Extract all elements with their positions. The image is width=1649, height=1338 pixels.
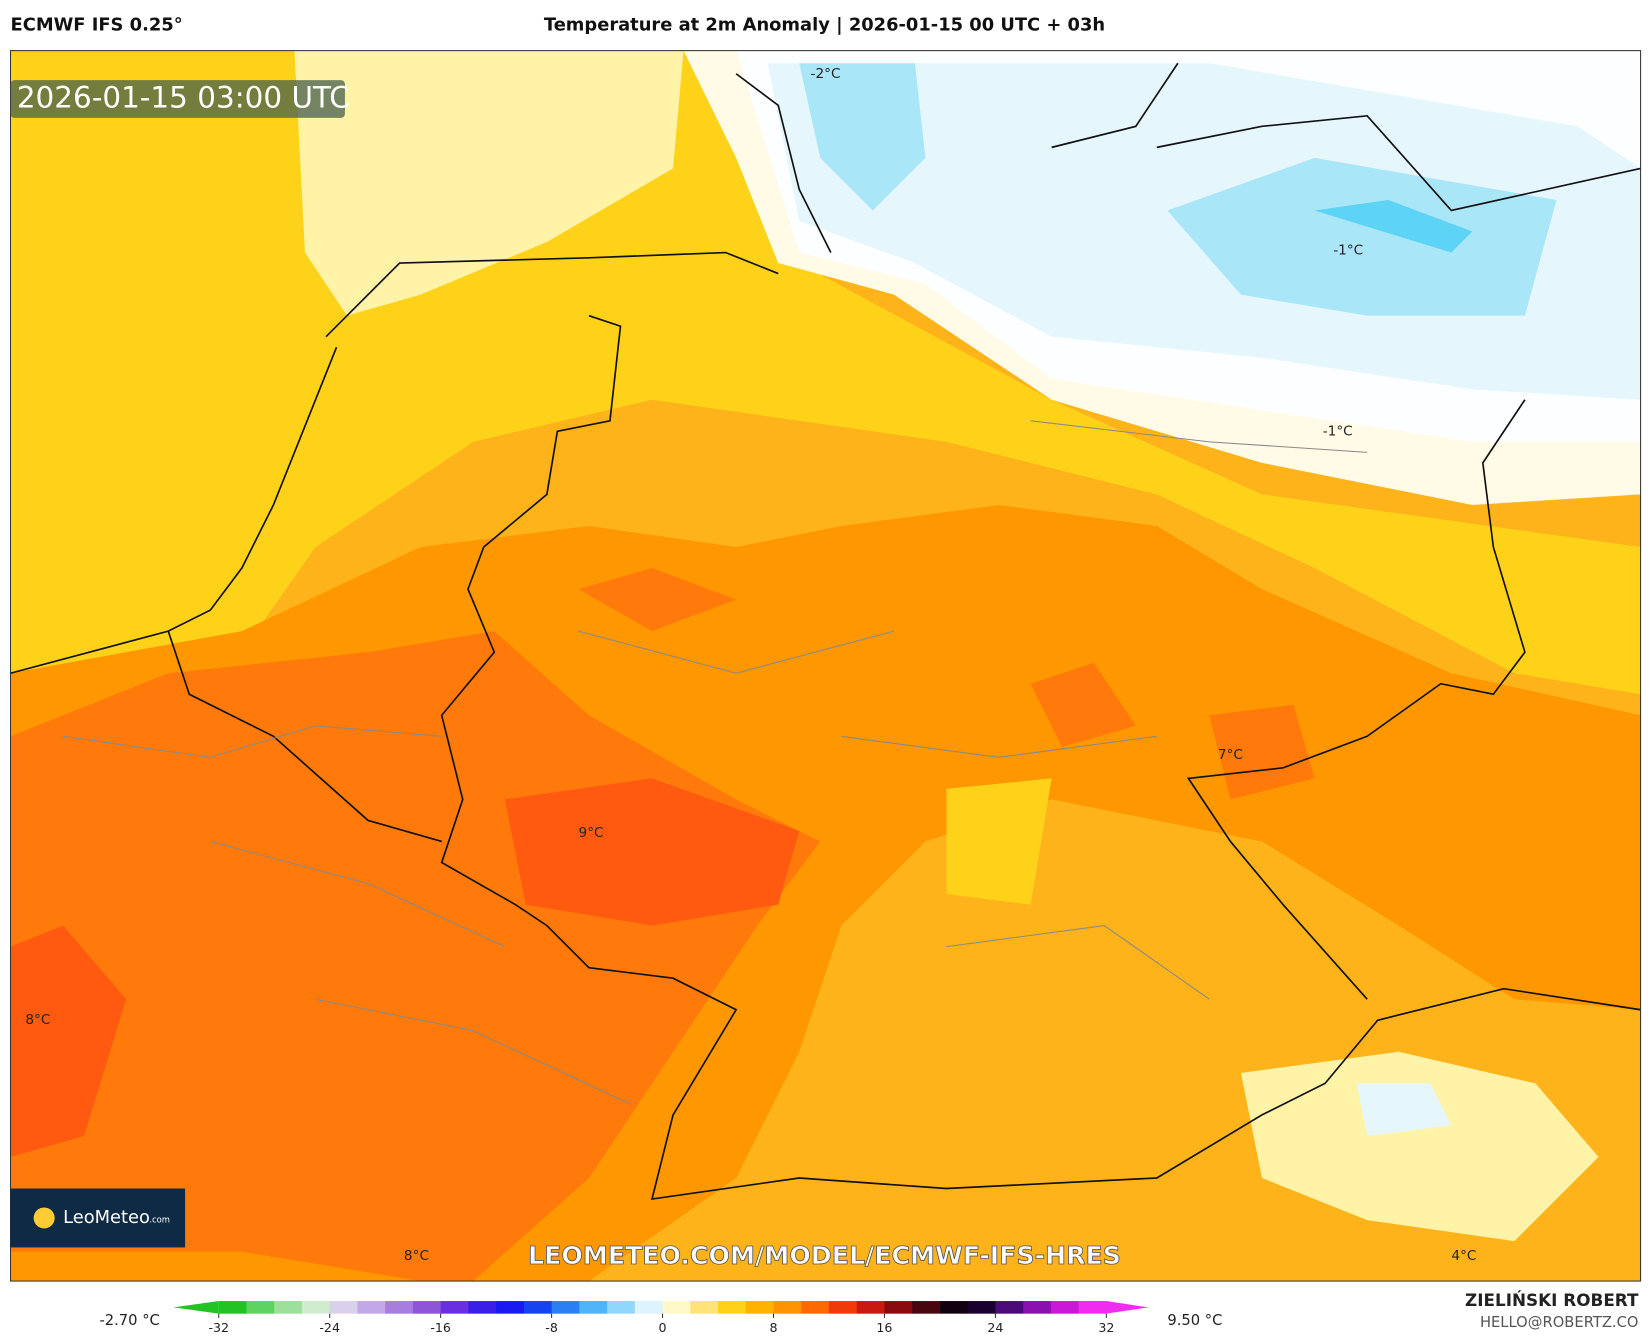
colorbar-tick-label: 32 [1098,1320,1114,1335]
logo-suffix: .com [149,1215,170,1225]
colorbar-swatch [773,1301,802,1314]
colorbar-max-arrow [1106,1301,1149,1314]
author: ZIELIŃSKI ROBERT [1465,1289,1639,1310]
map-label: -1°C [1333,242,1363,258]
colorbar-swatch [1050,1301,1080,1314]
map-label: -1°C [1323,423,1353,439]
map-label: 9°C [579,825,604,841]
colorbar-swatch [329,1301,358,1314]
colorbar-swatch [662,1301,691,1314]
map-label: 8°C [25,1012,50,1028]
url: LEOMETEO.COM/MODEL/ECMWF-IFS-HRES [528,1241,1121,1270]
colorbar-swatch [440,1301,469,1314]
colorbar-tick-label: 0 [659,1320,667,1335]
colorbar-swatch [385,1301,414,1314]
colorbar-swatch [579,1301,608,1314]
colorbar-swatch [1078,1301,1107,1314]
colorbar-swatch [412,1301,442,1314]
colorbar-tick-label: -32 [208,1320,229,1335]
map-label: 8°C [404,1248,429,1264]
map: 2026-01-15 03:00 UTC LeoMeteo .com LEOME… [9,50,1642,1282]
colorbar-tick-label: 16 [876,1320,892,1335]
colorbar-swatch [357,1301,386,1314]
colorbar-swatch [634,1301,664,1314]
colorbar-swatch [939,1301,969,1314]
colorbar-swatch [912,1301,941,1314]
colorbar-swatch [801,1301,830,1314]
colorbar-swatch [218,1301,248,1314]
colorbar-swatch [884,1301,913,1314]
email: HELLO@ROBERTZ.CO [1480,1314,1639,1331]
map-label: 7°C [1218,747,1243,763]
timestamp: 2026-01-15 03:00 UTC [17,81,350,115]
colorbar-swatch [301,1301,331,1314]
colorbar-swatch [828,1301,858,1314]
map-title: Temperature at 2m Anomaly | 2026-01-15 0… [544,14,1105,35]
colorbar-swatch [607,1301,636,1314]
colorbar-swatch [995,1301,1024,1314]
max-label: 9.50 °C [1167,1312,1222,1329]
colorbar-tick-label: -24 [319,1320,340,1335]
map-label: -2°C [811,66,841,82]
map-label: 4°C [1451,1248,1476,1264]
colorbar-swatch [967,1301,996,1314]
min-label: -2.70 °C [99,1312,159,1329]
colorbar: -32 -24 -16 -8 0 8 16 24 32 [173,1301,1149,1335]
colorbar-swatch [274,1301,303,1314]
logo: LeoMeteo [63,1207,150,1228]
colorbar-swatch [551,1301,580,1314]
model-name: ECMWF IFS 0.25° [11,14,183,35]
colorbar-tick-label: -16 [430,1320,451,1335]
colorbar-swatch [496,1301,525,1314]
colorbar-tick-label: 24 [987,1320,1003,1335]
colorbar-min-arrow [173,1301,219,1314]
colorbar-tick-label: 8 [769,1320,777,1335]
colorbar-swatch [468,1301,497,1314]
colorbar-tick-label: -8 [545,1320,558,1335]
colorbar-swatch [1023,1301,1052,1314]
colorbar-swatch [856,1301,885,1314]
colorbar-swatch [690,1301,719,1314]
colorbar-swatch [718,1301,747,1314]
colorbar-swatch [523,1301,553,1314]
colorbar-swatch [745,1301,775,1314]
colorbar-swatch [246,1301,275,1314]
